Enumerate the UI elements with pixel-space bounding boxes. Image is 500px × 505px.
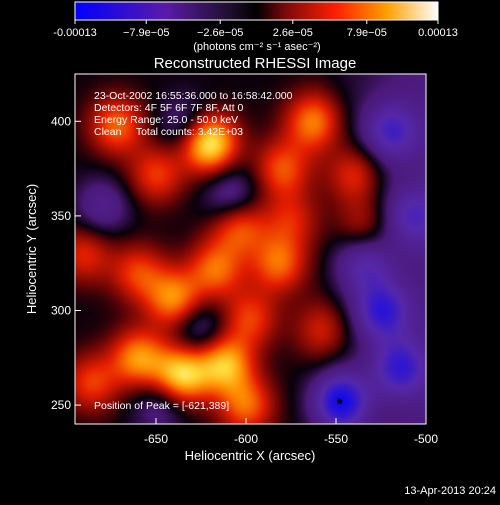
annotation-detectors: Detectors: 4F 5F 6F 7F 8F, Att 0 [94,102,244,114]
y-axis-label: Heliocentric Y (arcsec) [24,184,39,314]
colorbar-tick-label: 7.9e−05 [347,27,387,39]
y-tick-label: 350 [51,209,71,223]
x-tick-label: -550 [324,432,348,446]
x-tick-label: -500 [414,432,438,446]
colorbar-tick-label: 0.00013 [418,27,458,39]
colorbar-ticks: -0.00013 −7.9e−05 −2.6e−05 2.6e−05 7.9e−05 0.… [53,20,458,39]
y-tick-label: 300 [51,303,71,317]
annotation-counts: Clean Total counts: 3.42E+03 [94,126,243,138]
chart-title: Reconstructed RHESSI Image [154,55,357,72]
colorbar [74,1,439,21]
x-tick-label: -600 [234,432,258,446]
annotation-block: 23-Oct-2002 16:55:36.000 to 16:58:42.000… [94,90,293,138]
plot-frame [74,73,427,425]
heatmap-image [75,74,426,424]
peak-label: Position of Peak = [-621,389] [94,400,229,412]
x-axis-label: Heliocentric X (arcsec) [185,448,316,463]
y-tick-label: 250 [51,398,71,412]
colorbar-tick-label: 2.6e−05 [273,27,313,39]
timestamp: 13-Apr-2013 20:24 [404,485,496,497]
x-tick-label: -650 [144,432,168,446]
y-tick-label: 400 [51,114,71,128]
colorbar-tick-label: −2.6e−05 [197,27,244,39]
y-axis: 250 300 350 400 [51,114,81,412]
annotation-energy: Energy Range: 25.0 - 50.0 keV [94,114,238,126]
colorbar-tick-label: −7.9e−05 [123,27,170,39]
annotation-time: 23-Oct-2002 16:55:36.000 to 16:58:42.000 [94,90,293,102]
colorbar-units: (photons cm⁻² s⁻¹ asec⁻²) [193,41,320,53]
x-axis: -650 -600 -550 -500 [144,418,438,446]
colorbar-tick-label: -0.00013 [53,27,96,39]
